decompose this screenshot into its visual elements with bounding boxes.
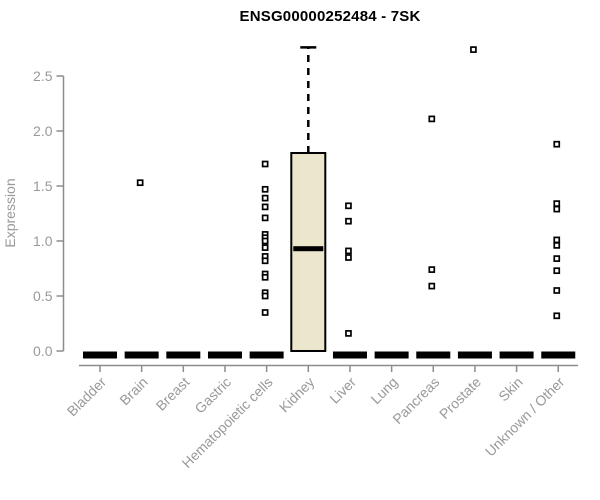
outlier-point-liver-4 <box>345 330 352 337</box>
zero-bar-unknown-other <box>541 351 576 359</box>
x-tick-label-prostate: Prostate <box>436 374 484 422</box>
outlier-point-hematopoietic-cells-3 <box>261 203 269 211</box>
x-tick-label-brain: Brain <box>116 374 150 408</box>
outlier-point-hematopoietic-cells-0 <box>261 160 269 168</box>
x-tick-label-bladder: Bladder <box>64 374 110 420</box>
x-tick-label-lung: Lung <box>367 374 400 407</box>
outlier-point-pancreas-1 <box>428 266 436 273</box>
x-tick-label-skin: Skin <box>495 374 526 405</box>
outlier-point-liver-2 <box>345 247 352 255</box>
y-tick-label-1.0: 1.0 <box>33 233 53 249</box>
outlier-point-unknown-other-5 <box>553 255 561 262</box>
outlier-point-pancreas-0 <box>428 115 436 123</box>
outlier-point-liver-1 <box>345 217 352 225</box>
zero-bar-liver <box>332 351 367 359</box>
zero-bar-bladder <box>83 351 117 359</box>
outlier-point-unknown-other-0 <box>553 140 561 148</box>
outlier-point-unknown-other-8 <box>553 312 561 320</box>
outlier-point-liver-0 <box>345 202 352 210</box>
outlier-point-liver-3 <box>345 254 352 261</box>
outlier-point-hematopoietic-cells-14 <box>261 292 269 300</box>
outlier-point-hematopoietic-cells-15 <box>261 309 269 316</box>
zero-bar-prostate <box>457 351 492 359</box>
outlier-point-unknown-other-6 <box>553 267 561 275</box>
outlier-point-pancreas-2 <box>428 282 436 290</box>
zero-bar-breast <box>166 351 201 359</box>
zero-bar-brain <box>124 351 159 359</box>
zero-bar-hematopoietic-cells <box>249 351 284 359</box>
y-tick-label-2.5: 2.5 <box>33 68 53 84</box>
outlier-point-brain-0 <box>136 179 144 187</box>
x-tick-label-liver: Liver <box>326 374 359 407</box>
median-line-kidney <box>293 246 324 252</box>
y-tick-label-2.0: 2.0 <box>33 123 53 139</box>
x-tick-label-unknown-other: Unknown / Other <box>482 374 568 460</box>
y-tick-label-0.0: 0.0 <box>33 343 53 359</box>
x-tick-label-kidney: Kidney <box>276 374 318 416</box>
outlier-point-unknown-other-1 <box>553 200 561 207</box>
zero-bar-gastric <box>207 351 242 359</box>
outlier-point-hematopoietic-cells-12 <box>261 273 269 281</box>
y-tick-label-0.5: 0.5 <box>33 288 53 304</box>
y-axis-label: Expression <box>2 178 18 247</box>
zero-bar-lung <box>374 351 409 359</box>
outlier-point-hematopoietic-cells-8 <box>261 244 269 251</box>
outlier-point-unknown-other-2 <box>553 205 561 213</box>
box-kidney <box>290 152 327 352</box>
outlier-point-unknown-other-3 <box>553 236 561 244</box>
outlier-point-hematopoietic-cells-1 <box>261 185 269 193</box>
outlier-point-unknown-other-7 <box>553 287 561 294</box>
outlier-point-hematopoietic-cells-4 <box>261 214 269 222</box>
outlier-point-prostate-0 <box>470 46 477 53</box>
zero-bar-pancreas <box>416 351 451 359</box>
outlier-point-unknown-other-4 <box>553 242 561 249</box>
zero-bar-skin <box>499 351 534 359</box>
chart-title: ENSG00000252484 - 7SK <box>239 8 421 25</box>
outlier-point-hematopoietic-cells-10 <box>261 257 269 265</box>
outlier-point-hematopoietic-cells-7 <box>261 237 269 245</box>
x-tick-label-breast: Breast <box>153 374 193 414</box>
y-tick-label-1.5: 1.5 <box>33 178 53 194</box>
outlier-point-hematopoietic-cells-2 <box>261 194 269 202</box>
